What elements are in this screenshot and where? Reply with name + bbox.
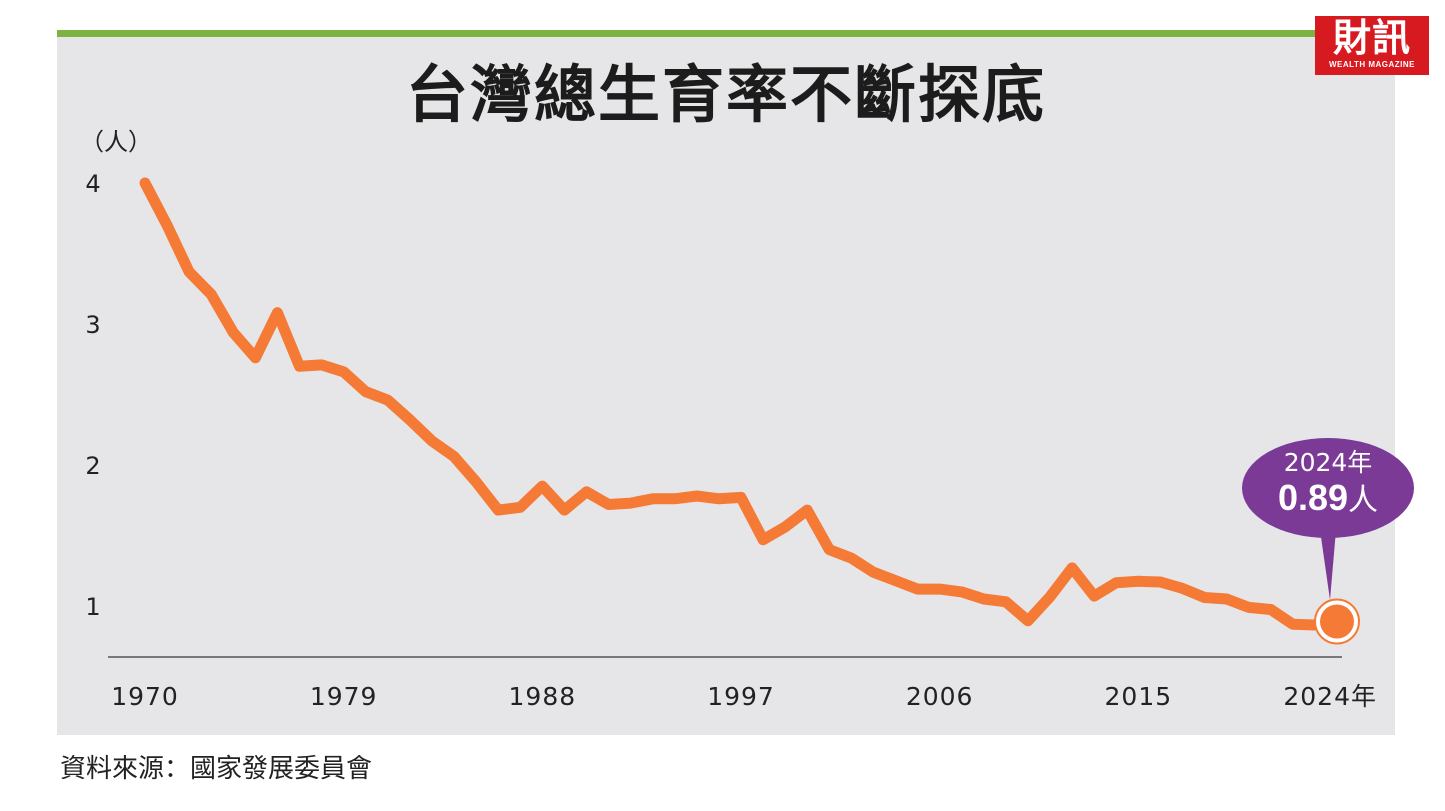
logo-name: 財訊 xyxy=(1332,15,1411,60)
y-tick-label: 4 xyxy=(85,170,100,198)
chart-title: 台灣總生育率不斷探底 xyxy=(405,58,1046,131)
y-tick-label: 3 xyxy=(85,311,100,339)
x-tick-label: 1970 xyxy=(111,682,179,711)
callout-bubble xyxy=(1242,438,1414,538)
last-point-marker xyxy=(1320,604,1354,639)
y-tick-label: 2 xyxy=(85,452,100,480)
x-tick-label: 2024年 xyxy=(1283,682,1377,711)
x-tick-label: 2015 xyxy=(1105,682,1173,711)
callout-value-line: 0.89人 xyxy=(1244,478,1412,521)
y-axis-unit: （人） xyxy=(80,128,152,156)
logo-tagline: WEALTH MAGAZINE xyxy=(1328,60,1415,69)
latest-value-callout: 2024年 0.89人 xyxy=(1244,448,1412,521)
x-tick-label: 1997 xyxy=(707,682,775,711)
x-tick-label: 1988 xyxy=(509,682,577,711)
x-tick-label: 1979 xyxy=(310,682,378,711)
chart-panel xyxy=(57,37,1395,735)
callout-pointer xyxy=(1320,530,1336,600)
callout-unit: 人 xyxy=(1348,483,1379,518)
callout-value: 0.89 xyxy=(1277,477,1349,518)
data-source: 資料來源：國家發展委員會 xyxy=(60,754,373,784)
callout-year: 2024年 xyxy=(1283,448,1373,477)
y-tick-label: 1 xyxy=(85,593,100,621)
publisher-logo: 財訊 WEALTH MAGAZINE xyxy=(1315,16,1429,75)
series-line xyxy=(139,177,1343,631)
x-tick-label: 2006 xyxy=(906,682,974,711)
accent-bar xyxy=(57,30,1315,37)
